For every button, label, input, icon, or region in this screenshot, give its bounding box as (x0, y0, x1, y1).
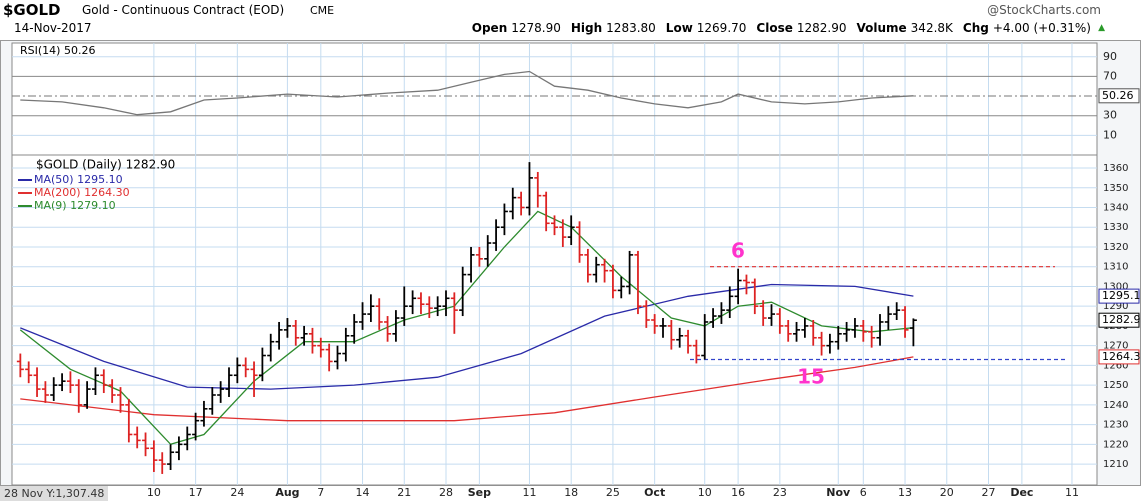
y-tick-label: 1300 (1103, 281, 1128, 292)
x-tick-label: 27 (982, 486, 996, 499)
quote-label: High (570, 21, 603, 35)
legend-label: MA(200) 1264.30 (34, 186, 130, 199)
x-tick-label: 16 (731, 486, 745, 499)
x-tick-label: Sep (468, 486, 491, 499)
panel-title: $GOLD (Daily) 1282.90 (36, 158, 175, 172)
x-tick-label: 10 (147, 486, 161, 499)
y-tick-label: 1350 (1103, 183, 1128, 194)
quote-label: Chg (962, 21, 989, 35)
legend-label: MA(50) 1295.10 (34, 173, 123, 186)
x-tick-label: 7 (317, 486, 324, 499)
y-tick-label: 1320 (1103, 242, 1128, 253)
y-tick-label: 1260 (1103, 360, 1128, 371)
y-tick-label: 1230 (1103, 420, 1128, 431)
annotation: 6 (731, 239, 745, 263)
quote-label: Close (756, 21, 793, 35)
y-tick-label: 1210 (1103, 459, 1128, 470)
series-line (20, 70, 914, 116)
x-tick-label: 11 (522, 486, 536, 499)
up-arrow: ▲ (1098, 23, 1105, 33)
y-tick-label: 1290 (1103, 301, 1128, 312)
quote: Open 1278.90 High 1283.80 Low 1269.70 Close 128… (472, 21, 1097, 35)
y-tick-label: 90 (1103, 50, 1117, 63)
y-tick-label: 70 (1103, 69, 1117, 82)
y-tick-label: 1310 (1103, 262, 1128, 273)
quote-label: Open (471, 21, 508, 35)
header-row: 14-Nov-2017 Open 1278.90 High 1283.80 Low 126… (0, 21, 1141, 37)
quote-label: Volume (856, 21, 907, 35)
date: 14-Nov-2017 (14, 21, 92, 35)
quote-value: 342.8K (910, 21, 953, 35)
exchange: CME (310, 4, 335, 17)
value-tag (1098, 312, 1140, 328)
x-tick-label: 23 (773, 486, 787, 499)
y-tick-label: 1360 (1103, 163, 1128, 174)
x-tick-label: Oct (644, 486, 665, 499)
instrument-name: Gold - Continuous Contract (EOD) (82, 3, 285, 17)
x-tick-label: 11 (1065, 486, 1079, 499)
y-tick-label: 1240 (1103, 400, 1128, 411)
header-row: $GOLD Gold - Continuous Contract (EOD) C… (0, 1, 1141, 21)
series-line (20, 356, 914, 422)
x-tick-label: Aug (275, 486, 299, 499)
legend-label: MA(9) 1279.10 (34, 199, 116, 212)
value-tag-label: 1264.3 (1102, 350, 1141, 363)
x-tick-label: 13 (898, 486, 912, 499)
x-tick-label: 21 (397, 486, 411, 499)
y-tick-label: 30 (1103, 109, 1117, 122)
series-line (20, 283, 914, 390)
value-tag (1098, 88, 1140, 104)
quote-value: +4.00 (+0.31%) (992, 21, 1091, 35)
plot-area (11, 154, 1098, 486)
value-tag-label: 1295.1 (1102, 289, 1141, 302)
symbol: $GOLD (3, 1, 61, 19)
value-tag-label: 50.26 (1102, 89, 1134, 102)
x-tick-label: 18 (564, 486, 578, 499)
value-tag (1098, 288, 1140, 304)
source: @StockCharts.com (987, 3, 1101, 17)
value-tag-label: 1282.9 (1102, 313, 1141, 326)
series-line (19, 210, 914, 446)
x-tick-label: Nov (826, 486, 851, 499)
value-tag (1098, 349, 1140, 365)
y-tick-label: 1330 (1103, 222, 1128, 233)
cursor-readout: 28 Nov Y:1,307.48 (0, 486, 109, 501)
quote-value: 1278.90 (511, 21, 561, 35)
quote-value: 1282.90 (796, 21, 847, 35)
plot-area (11, 42, 1098, 156)
y-tick-label: 1270 (1103, 341, 1128, 352)
quote-label: Low (665, 21, 693, 35)
x-tick-label: 28 (439, 486, 453, 499)
x-tick-label: 6 (860, 486, 867, 499)
quote-value: 1283.80 (606, 21, 656, 35)
x-tick-label: 17 (189, 486, 203, 499)
y-tick-label: 1250 (1103, 380, 1128, 391)
x-tick-label: 25 (606, 486, 620, 499)
panel-title: RSI(14) 50.26 (20, 44, 95, 57)
y-tick-label: 1340 (1103, 203, 1128, 214)
x-tick-label: 14 (356, 486, 370, 499)
annotation: 15 (797, 365, 825, 389)
x-tick-label: 20 (940, 486, 954, 499)
quote-value: 1269.70 (696, 21, 747, 35)
x-tick-label: 10 (698, 486, 712, 499)
y-tick-label: 1220 (1103, 439, 1128, 450)
x-tick-label: Dec (1010, 486, 1033, 499)
x-tick-label: 24 (230, 486, 244, 499)
y-tick-label: 10 (1103, 128, 1117, 141)
